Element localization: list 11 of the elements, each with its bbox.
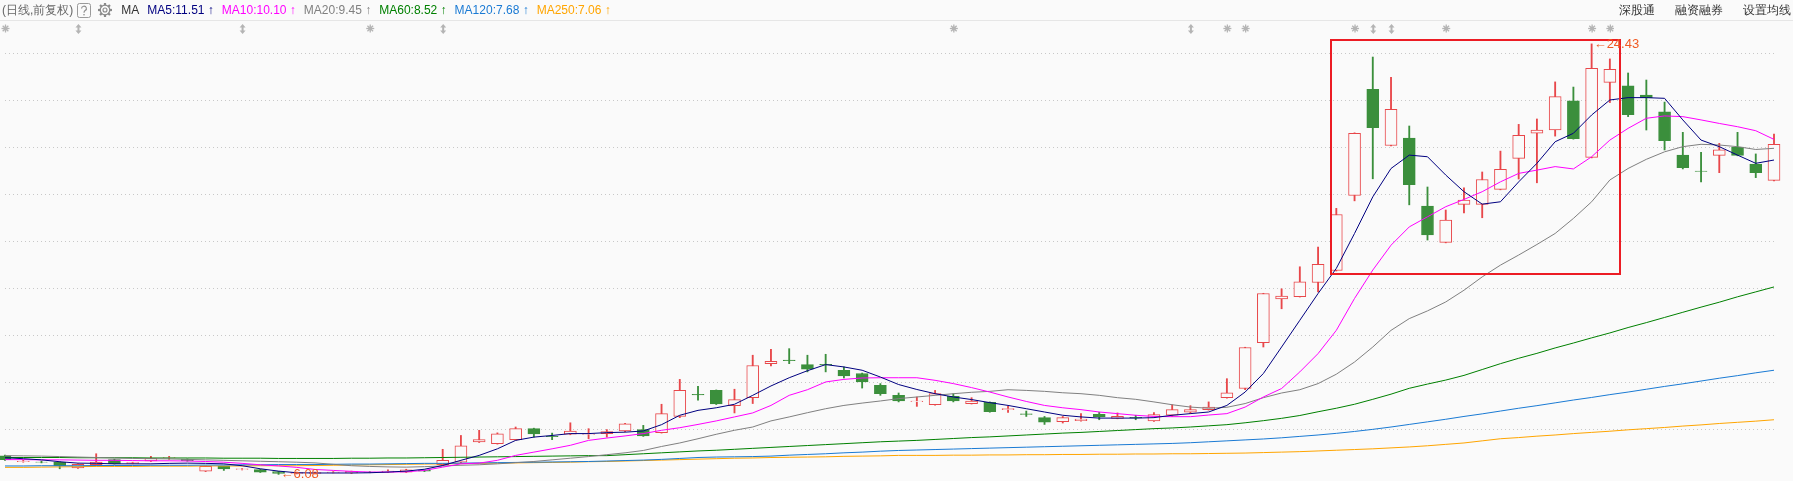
- text: MA20:9.45 ↑: [303, 3, 372, 17]
- text: MA5:11.51 ↑: [147, 3, 214, 17]
- text: MA250:7.06 ↑: [536, 3, 611, 17]
- text: MA120:7.68 ↑: [454, 3, 529, 17]
- text: 设置均线: [1743, 1, 1791, 19]
- text: 融资融券: [1675, 1, 1723, 19]
- text: MA10:10.10 ↑: [221, 3, 296, 17]
- text: 深股通: [1619, 1, 1655, 19]
- text: MA60:8.52 ↑: [379, 3, 447, 17]
- chart-title: (日线,前复权): [2, 1, 74, 19]
- legend-title: MA: [121, 3, 140, 17]
